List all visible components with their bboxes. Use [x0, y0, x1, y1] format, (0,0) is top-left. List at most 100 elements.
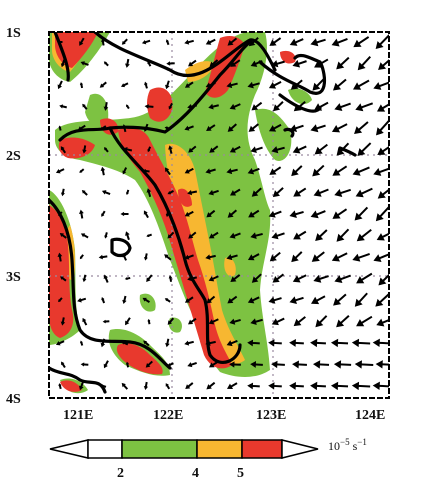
wind-arrow [313, 101, 329, 111]
wind-arrow [165, 383, 171, 390]
wind-arrow [142, 297, 150, 304]
colorbar-bin-orange [196, 439, 243, 459]
wind-arrow [229, 103, 241, 110]
wind-arrow [120, 82, 129, 88]
wind-arrow [146, 233, 153, 238]
wind-arrow [293, 230, 307, 240]
wind-arrow [273, 101, 284, 112]
wind-arrow [184, 81, 194, 88]
wind-arrow [293, 187, 307, 197]
coastlines [49, 32, 357, 394]
wind-arrow [372, 338, 389, 348]
wind-arrow [227, 123, 237, 132]
wind-arrow [268, 123, 282, 132]
green-region [85, 93, 109, 126]
wind-arrow [354, 360, 374, 369]
wind-arrow [268, 210, 282, 218]
wind-arrow [60, 317, 66, 326]
wind-arrow [251, 101, 263, 111]
wind-arrow [122, 167, 128, 175]
wind-arrow [227, 37, 238, 46]
wind-arrow [61, 361, 66, 369]
wind-arrow [355, 187, 373, 198]
wind-arrow [227, 295, 238, 304]
wind-vectors [55, 34, 389, 391]
lat-label-1: 1S [6, 26, 21, 41]
wind-arrow [143, 123, 149, 132]
wind-arrow [60, 276, 67, 282]
colorbar-left-triangle [49, 439, 89, 459]
wind-arrow [336, 228, 350, 242]
wind-arrow [375, 34, 389, 50]
wind-arrow [188, 145, 197, 153]
wind-arrow [229, 361, 241, 368]
wind-arrow [164, 298, 171, 303]
wind-arrow [208, 189, 219, 196]
wind-arrow [310, 210, 326, 219]
colorbar-tick-2: 2 [117, 466, 124, 481]
wind-arrow [187, 189, 198, 196]
wind-arrow [268, 339, 282, 347]
wind-arrow [167, 317, 175, 325]
wind-arrow [289, 210, 304, 219]
wind-arrow [146, 188, 152, 198]
wind-arrow [356, 315, 373, 327]
wind-arrow [357, 56, 371, 71]
wind-arrow [82, 103, 88, 110]
wind-arrow [355, 102, 374, 112]
wind-arrow [168, 102, 173, 110]
wind-arrow [79, 168, 85, 173]
orange-region [224, 257, 236, 277]
wind-arrow [125, 317, 131, 326]
longitude-axis: 121E 122E 123E 124E [63, 408, 385, 423]
wind-arrow [352, 79, 370, 90]
wind-arrow [122, 295, 127, 304]
wind-arrow [375, 206, 389, 222]
wind-arrow [121, 38, 128, 45]
wind-arrow [206, 209, 216, 218]
wind-arrow [209, 145, 219, 153]
wind-arrow [184, 296, 194, 303]
wind-arrow [292, 145, 307, 154]
wind-arrow [144, 81, 148, 89]
wind-arrow [82, 274, 87, 283]
wind-arrow [101, 210, 106, 217]
shading-red [49, 32, 296, 392]
wind-arrow [247, 167, 260, 175]
wind-arrow [330, 338, 349, 348]
wind-arrow [354, 206, 369, 221]
wind-arrow [55, 340, 65, 346]
wind-arrow [104, 232, 108, 239]
wind-arrow [187, 104, 198, 110]
wind-arrow [184, 210, 194, 217]
wind-arrow [125, 231, 130, 241]
wind-arrow [184, 340, 194, 346]
red-region [60, 380, 82, 392]
wind-arrow [293, 100, 306, 112]
wind-arrow [354, 292, 368, 307]
wind-arrow [206, 381, 216, 390]
wind-arrow [311, 295, 326, 305]
lon-label-4: 124E [355, 408, 385, 423]
wind-arrow [312, 360, 330, 369]
red-region [280, 50, 296, 64]
wind-arrow [124, 276, 131, 281]
lat-label-4: 4S [6, 392, 21, 407]
wind-arrow [229, 145, 241, 153]
wind-arrow [165, 39, 170, 46]
wind-arrow [289, 296, 304, 305]
wind-arrow [187, 361, 197, 368]
wind-arrow [356, 272, 373, 284]
wind-arrow [59, 104, 67, 109]
wind-arrow [164, 167, 171, 176]
wind-arrow [57, 40, 63, 44]
wind-arrow [126, 189, 130, 196]
wind-arrow [378, 273, 389, 286]
red-region [58, 137, 95, 159]
wind-arrow [80, 233, 89, 239]
wind-arrow [205, 254, 216, 260]
wind-arrow [167, 362, 174, 367]
wind-arrow [101, 190, 111, 196]
wind-arrow [333, 360, 352, 369]
wind-arrow [376, 103, 389, 112]
